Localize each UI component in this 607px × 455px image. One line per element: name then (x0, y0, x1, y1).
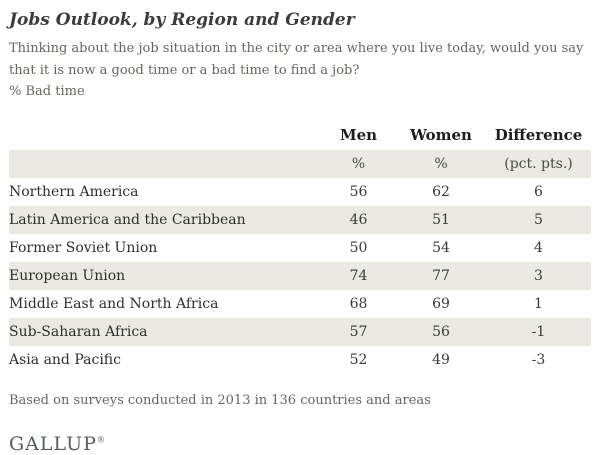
men-value-cell: 56 (349, 184, 368, 200)
men-units-cell: % (321, 150, 396, 178)
survey-basis-note: Based on surveys conducted in 2013 in 13… (9, 393, 431, 408)
men-value-cell: 50 (349, 240, 368, 256)
difference-value-cell: 6 (534, 184, 543, 200)
women-column-header: Women (410, 126, 472, 144)
difference-value-cell: 3 (486, 262, 591, 290)
difference-value-cell: 5 (486, 206, 591, 234)
region-cell: Middle East and North Africa (9, 296, 219, 312)
men-value-cell: 52 (349, 352, 368, 368)
region-column-header (9, 114, 321, 150)
table-row: European Union 74 77 3 (9, 262, 591, 290)
men-value-cell: 46 (321, 206, 396, 234)
difference-units-cell: (pct. pts.) (486, 150, 591, 178)
table-row: Former Soviet Union 50 54 4 (9, 234, 591, 262)
table-row: Northern America 56 62 6 (9, 178, 591, 206)
difference-value-cell: -3 (531, 352, 546, 368)
women-value-cell: 54 (432, 240, 450, 256)
table-row: Latin America and the Caribbean 46 51 5 (9, 206, 591, 234)
women-value-cell: 49 (432, 352, 450, 368)
region-cell: Latin America and the Caribbean (9, 206, 321, 234)
page-title: Jobs Outlook, by Region and Gender (9, 10, 355, 30)
region-cell: Asia and Pacific (9, 352, 121, 368)
gallup-logo: GALLUP® (9, 433, 591, 455)
region-cell: Sub-Saharan Africa (9, 318, 321, 346)
men-column-header: Men (339, 126, 378, 144)
region-cell: Northern America (9, 184, 139, 200)
table-row: Asia and Pacific 52 49 -3 (9, 346, 591, 374)
women-value-cell: 62 (432, 184, 450, 200)
region-cell: European Union (9, 262, 321, 290)
registered-trademark-icon: ® (96, 435, 105, 445)
region-units-cell (9, 150, 321, 178)
women-value-cell: 56 (396, 318, 486, 346)
measure-label: % Bad time (9, 84, 85, 99)
men-value-cell: 68 (349, 296, 368, 312)
table-row: Middle East and North Africa 68 69 1 (9, 290, 591, 318)
units-row: % % (pct. pts.) (9, 150, 591, 178)
region-cell: Former Soviet Union (9, 240, 158, 256)
men-value-cell: 74 (321, 262, 396, 290)
women-value-cell: 77 (396, 262, 486, 290)
table-row: Sub-Saharan Africa 57 56 -1 (9, 318, 591, 346)
difference-value-cell: 4 (534, 240, 543, 256)
women-units-cell: % (396, 150, 486, 178)
difference-value-cell: -1 (486, 318, 591, 346)
women-value-cell: 51 (396, 206, 486, 234)
survey-question-text: Thinking about the job situation in the … (9, 41, 584, 78)
gallup-logo-text: GALLUP (9, 433, 97, 455)
table-header-row: Men Women Difference (9, 114, 591, 150)
difference-column-header: Difference (494, 126, 583, 144)
men-value-cell: 57 (321, 318, 396, 346)
women-value-cell: 69 (432, 296, 450, 312)
jobs-outlook-table: Men Women Difference % % (pct. pts.) Nor… (9, 114, 591, 374)
difference-value-cell: 1 (534, 296, 543, 312)
